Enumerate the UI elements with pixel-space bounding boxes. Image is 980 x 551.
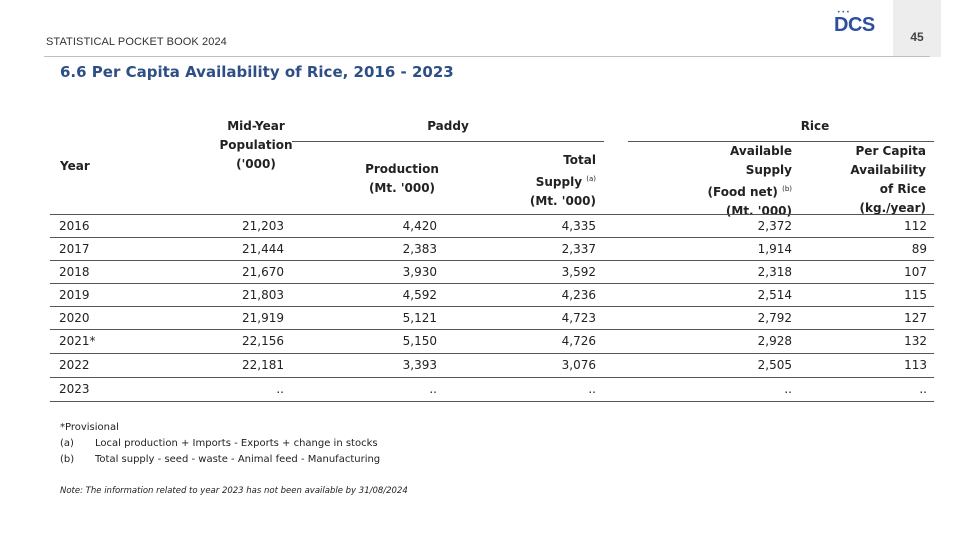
cell-available-supply: 2,928 [757, 334, 792, 348]
header-per-capita-line3: of Rice [879, 182, 926, 196]
cell-production: 2,383 [402, 242, 437, 256]
cell-available-supply: 2,505 [757, 358, 792, 372]
header-per-capita-line1: Per Capita [855, 144, 926, 158]
header-group-paddy: Paddy [427, 119, 469, 133]
footnote-note: Note: The information related to year 20… [60, 486, 408, 496]
table-row: 2021* 22,156 5,150 4,726 2,928 132 [50, 330, 934, 354]
cell-per-capita: 127 [904, 311, 927, 325]
cell-production: 4,592 [402, 288, 437, 302]
header-population-line1: Mid-Year [227, 119, 285, 133]
cell-total-supply: 4,236 [561, 288, 596, 302]
cell-year: 2020 [59, 311, 90, 325]
cell-available-supply: 2,792 [757, 311, 792, 325]
cell-production: 5,150 [402, 334, 437, 348]
header-production-line2: (Mt. '000) [368, 181, 436, 195]
cell-year: 2018 [59, 265, 90, 279]
cell-per-capita: .. [919, 382, 927, 396]
cell-population: 21,444 [242, 242, 284, 256]
footnote-a-text: Local production + Imports - Exports + c… [95, 438, 378, 449]
dcs-logo: ••• DCS [834, 10, 878, 38]
footnote-b-label: (b) [60, 454, 75, 465]
rice-rule [628, 141, 934, 142]
cell-population: 21,919 [242, 311, 284, 325]
cell-per-capita: 107 [904, 265, 927, 279]
header-available-line3: (Food net) [707, 185, 778, 199]
header-available-line2: Supply [745, 163, 792, 177]
cell-per-capita: 115 [904, 288, 927, 302]
cell-population: 21,670 [242, 265, 284, 279]
cell-production: 5,121 [402, 311, 437, 325]
header-available-line1: Available [730, 144, 792, 158]
section-title: 6.6 Per Capita Availability of Rice, 201… [60, 63, 454, 81]
table-row: 2016 21,203 4,420 4,335 2,372 112 [50, 215, 934, 238]
cell-total-supply: 4,723 [561, 311, 596, 325]
book-title: STATISTICAL POCKET BOOK 2024 [46, 36, 227, 48]
cell-population: 22,156 [242, 334, 284, 348]
cell-total-supply: 3,076 [561, 358, 596, 372]
cell-year: 2022 [59, 358, 90, 372]
header-per-capita-line2: Availability [850, 163, 926, 177]
header-available-supply: Available Supply (Food net) (b) (Mt. '00… [680, 142, 792, 221]
cell-per-capita: 89 [911, 242, 927, 256]
header-bottom-rule [50, 214, 934, 215]
cell-available-supply: 2,514 [757, 288, 792, 302]
page-number: 45 [910, 30, 924, 44]
cell-production: 4,420 [402, 219, 437, 233]
cell-available-supply: 2,372 [757, 219, 792, 233]
header-total-supply: Total Supply (a) (Mt. '000) [510, 151, 596, 211]
table-row: 2017 21,444 2,383 2,337 1,914 89 [50, 238, 934, 261]
footnote-marker-b: (b) [782, 185, 792, 193]
footnote-b-text: Total supply - seed - waste - Animal fee… [95, 454, 381, 465]
cell-year: 2019 [59, 288, 90, 302]
cell-production: 3,930 [402, 265, 437, 279]
header-group-rice: Rice [800, 119, 830, 133]
header-per-capita-line4: (kg./year) [859, 201, 926, 215]
logo-text: DCS [834, 14, 875, 36]
cell-per-capita: 113 [904, 358, 927, 372]
cell-year: 2017 [59, 242, 90, 256]
header-production: Production (Mt. '000) [352, 160, 452, 198]
cell-per-capita: 132 [904, 334, 927, 348]
table-row: 2022 22,181 3,393 3,076 2,505 113 [50, 354, 934, 378]
header-total-supply-line1: Total [563, 153, 596, 167]
header-total-supply-line2: Supply [535, 175, 583, 189]
header-population-line3: ('000) [236, 157, 276, 171]
header-per-capita: Per Capita Availability of Rice (kg./yea… [826, 142, 926, 218]
cell-population: .. [276, 382, 284, 396]
cell-total-supply: 4,726 [561, 334, 596, 348]
cell-total-supply: 2,337 [561, 242, 596, 256]
paddy-rule [292, 141, 604, 142]
header-year: Year [60, 159, 90, 173]
cell-available-supply: .. [784, 382, 792, 396]
cell-total-supply: 4,335 [561, 219, 596, 233]
cell-population: 22,181 [242, 358, 284, 372]
table-row: 2018 21,670 3,930 3,592 2,318 107 [50, 261, 934, 284]
cell-total-supply: 3,592 [561, 265, 596, 279]
cell-year: 2023 [59, 382, 90, 396]
cell-available-supply: 2,318 [757, 265, 792, 279]
table-row: 2023 .. .. .. .. .. [50, 378, 934, 402]
cell-production: 3,393 [402, 358, 437, 372]
cell-year: 2021* [59, 334, 96, 348]
cell-year: 2016 [59, 219, 90, 233]
cell-available-supply: 1,914 [757, 242, 792, 256]
footnote-marker-a: (a) [586, 175, 596, 183]
header-population: Mid-Year Population ('000) [208, 117, 304, 174]
cell-population: 21,203 [242, 219, 284, 233]
page-number-box: 45 [893, 0, 941, 57]
header-production-line1: Production [365, 162, 439, 176]
cell-production: .. [429, 382, 437, 396]
table-row: 2019 21,803 4,592 4,236 2,514 115 [50, 284, 934, 307]
cell-per-capita: 112 [904, 219, 927, 233]
header-population-line2: Population [219, 138, 293, 152]
header-total-supply-line3: (Mt. '000) [529, 194, 596, 208]
footnote-provisional: *Provisional [60, 422, 119, 433]
cell-population: 21,803 [242, 288, 284, 302]
logo-dots-icon: ••• [837, 9, 851, 16]
table-row: 2020 21,919 5,121 4,723 2,792 127 [50, 307, 934, 330]
footnote-a-label: (a) [60, 438, 74, 449]
cell-total-supply: .. [588, 382, 596, 396]
header-divider [44, 56, 930, 57]
